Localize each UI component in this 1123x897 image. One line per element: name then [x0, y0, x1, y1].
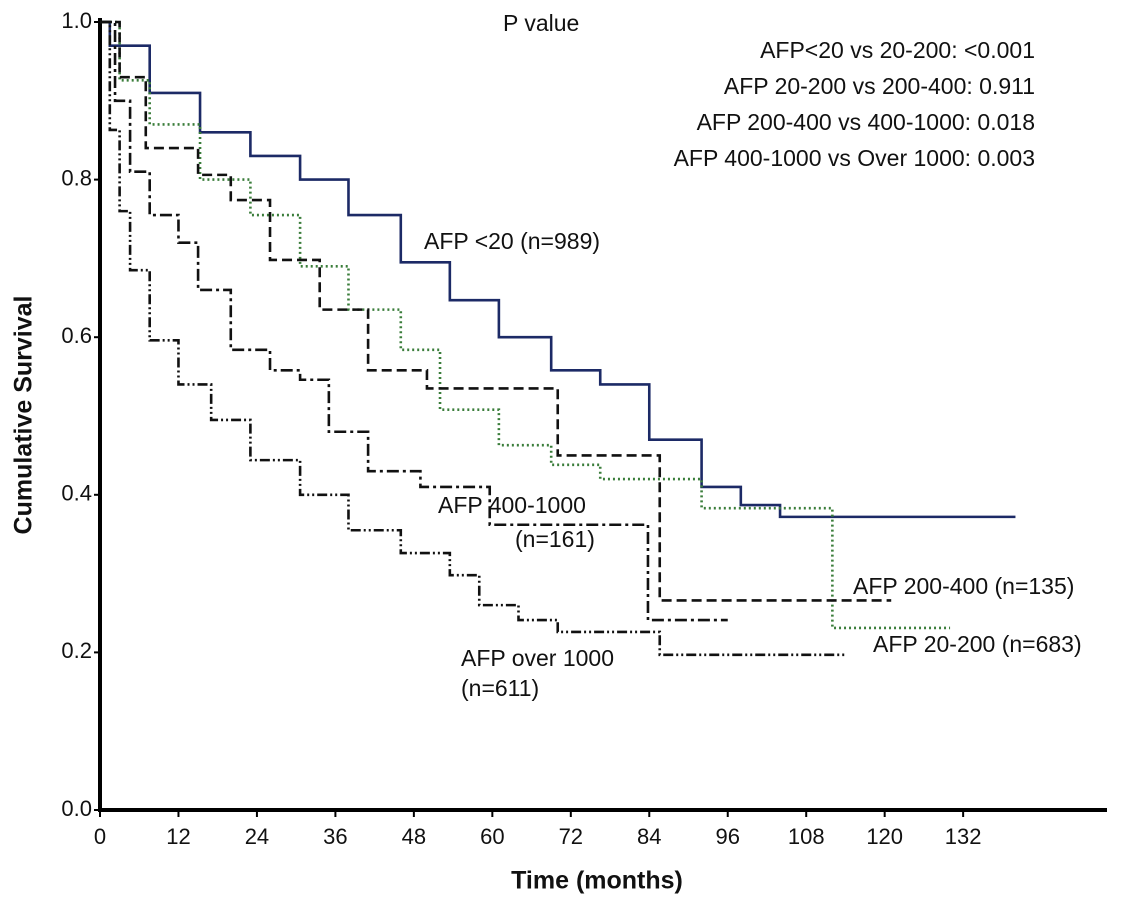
- y-tick-label: 0.8: [61, 165, 92, 190]
- survival-curve: [100, 20, 846, 657]
- curve-label: AFP 20-200 (n=683): [873, 631, 1082, 657]
- curve-label: AFP over 1000: [461, 645, 614, 671]
- x-tick-label: 84: [637, 824, 661, 849]
- x-tick-label: 60: [480, 824, 504, 849]
- curve-label: AFP 400-1000: [438, 492, 586, 518]
- y-tick-label: 0.6: [61, 323, 92, 348]
- curve-label: (n=611): [461, 675, 539, 701]
- curve-label: AFP 200-400 (n=135): [853, 573, 1074, 599]
- x-tick-label: 72: [559, 824, 583, 849]
- y-tick-label: 0.0: [61, 796, 92, 821]
- annotation: AFP 400-1000 vs Over 1000: 0.003: [674, 145, 1035, 171]
- x-tick-label: 36: [323, 824, 347, 849]
- survival-curve: [100, 20, 1016, 519]
- x-tick-label: 120: [866, 824, 903, 849]
- x-tick-label: 24: [245, 824, 269, 849]
- survival-curve: [100, 20, 728, 622]
- annotation: AFP 20-200 vs 200-400: 0.911: [724, 73, 1035, 99]
- x-tick-label: 0: [94, 824, 106, 849]
- survival-curve: [100, 20, 892, 602]
- annotation: AFP<20 vs 20-200: <0.001: [760, 37, 1035, 63]
- curve-label: (n=161): [515, 526, 595, 552]
- x-tick-label: 48: [402, 824, 426, 849]
- y-tick-label: 0.4: [61, 481, 92, 506]
- annotation: P value: [503, 10, 579, 36]
- x-axis-title: Time (months): [511, 867, 683, 895]
- x-tick-label: 108: [788, 824, 825, 849]
- annotation: AFP 200-400 vs 400-1000: 0.018: [697, 109, 1035, 135]
- x-tick-label: 132: [945, 824, 982, 849]
- curve-label: AFP <20 (n=989): [424, 228, 600, 254]
- x-tick-label: 12: [166, 824, 190, 849]
- x-tick-label: 96: [715, 824, 739, 849]
- y-axis-title: Cumulative Survival: [10, 296, 38, 535]
- y-tick-label: 0.2: [61, 638, 92, 663]
- y-tick-label: 1.0: [61, 8, 92, 33]
